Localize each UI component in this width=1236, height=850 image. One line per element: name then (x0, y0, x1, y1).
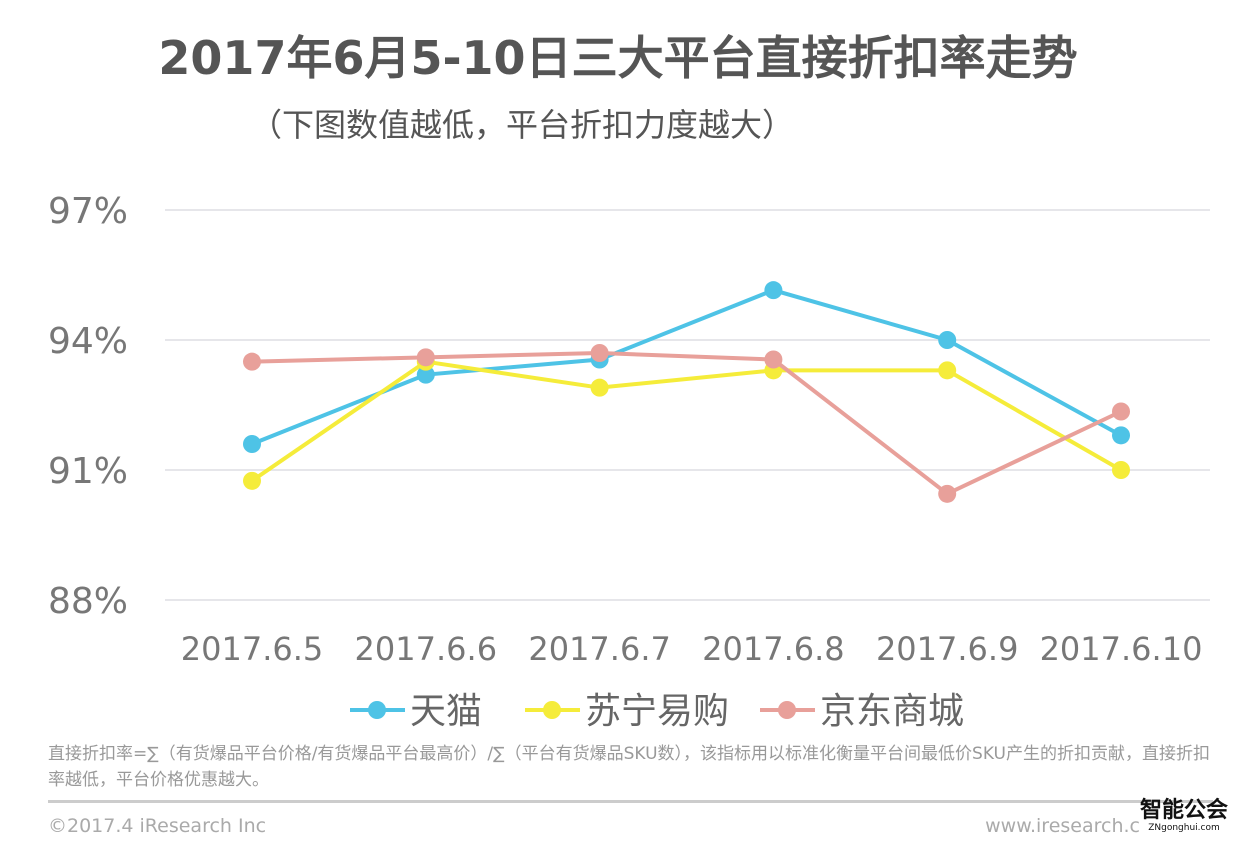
data-point (243, 435, 261, 453)
chart-title: 2017年6月5-10日三大平台直接折扣率走势 (158, 31, 1078, 85)
x-tick-label: 2017.6.5 (181, 630, 324, 668)
legend-marker (778, 701, 796, 719)
y-tick-label: 91% (48, 451, 128, 492)
data-point (416, 348, 435, 367)
series-line-1 (250, 359, 1122, 483)
line-chart: 88% 91% 94% 97% 2017.6.5 2017.6.6 2017.6.7 2017… (48, 191, 1210, 732)
data-point (938, 331, 957, 349)
legend-label: 苏宁易购 (585, 691, 729, 732)
data-point (764, 281, 783, 300)
y-tick-label: 94% (48, 321, 128, 362)
data-point (938, 361, 957, 380)
data-point (243, 352, 261, 371)
y-tick-label: 88% (48, 581, 128, 622)
x-tick-label: 2017.6.8 (702, 630, 845, 668)
data-point (938, 484, 957, 503)
data-point (416, 365, 435, 384)
data-point (243, 471, 261, 490)
x-tick-label: 2017.6.6 (355, 630, 498, 668)
legend-label: 京东商城 (820, 691, 964, 732)
data-point (1112, 402, 1130, 421)
x-tick-label: 2017.6.10 (1040, 630, 1203, 668)
series-line-0 (251, 288, 1122, 446)
data-point (764, 350, 783, 369)
data-point (590, 378, 609, 397)
divider (48, 800, 1213, 803)
footnote: 直接折扣率=∑（有货爆品平台价格/有货爆品平台最高价）/∑（平台有货爆品SKU数… (48, 744, 1210, 790)
copyright: ©2017.4 iResearch Inc (48, 815, 267, 837)
data-point (1112, 461, 1130, 479)
series-line-2 (251, 350, 1122, 497)
website: www.iresearch.c (985, 815, 1140, 837)
watermark-logo: 智能公会 ZNgonghui.com (1140, 800, 1228, 834)
legend-label: 天猫 (410, 691, 482, 732)
data-point (590, 344, 609, 362)
legend-marker (368, 701, 386, 719)
y-tick-label: 97% (48, 191, 128, 232)
watermark-sub: ZNgonghui.com (1148, 823, 1220, 833)
legend-marker (543, 701, 561, 719)
watermark-text: 智能公会 (1139, 798, 1228, 823)
x-tick-label: 2017.6.9 (876, 630, 1019, 668)
x-tick-label: 2017.6.7 (528, 630, 671, 668)
data-point (1112, 426, 1130, 445)
chart-subtitle: （下图数值越低，平台折扣力度越大） (250, 106, 795, 144)
